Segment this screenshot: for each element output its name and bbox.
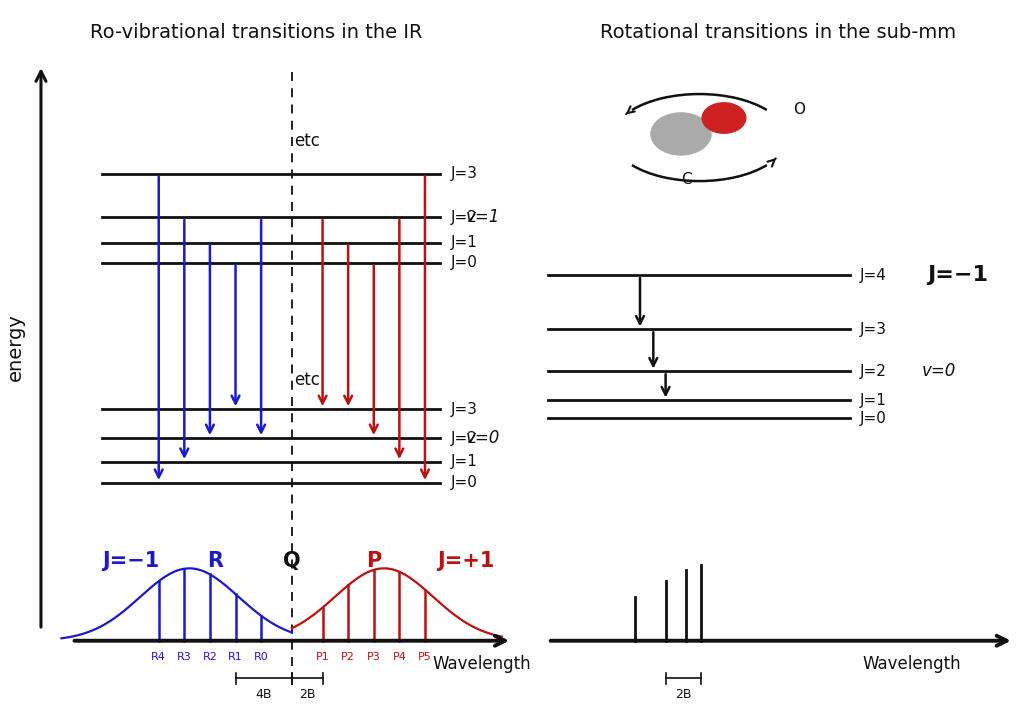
Text: J=1: J=1: [451, 455, 477, 469]
Text: P2: P2: [341, 652, 355, 662]
Text: etc: etc: [294, 371, 321, 389]
Text: energy: energy: [6, 313, 25, 382]
Text: R3: R3: [177, 652, 191, 662]
Text: J=+1: J=+1: [437, 551, 495, 571]
Text: P: P: [367, 551, 381, 571]
Text: R0: R0: [254, 652, 268, 662]
Text: J=3: J=3: [451, 167, 477, 181]
Text: J=3: J=3: [451, 402, 477, 416]
Text: 2B: 2B: [675, 688, 692, 701]
Text: v=0: v=0: [922, 363, 956, 380]
Text: etc: etc: [294, 132, 321, 150]
Text: P5: P5: [418, 652, 432, 662]
Text: R2: R2: [203, 652, 217, 662]
Text: v=1: v=1: [466, 209, 501, 226]
Text: 2B: 2B: [299, 688, 315, 701]
Text: J=−1: J=−1: [102, 551, 160, 571]
Text: P1: P1: [315, 652, 330, 662]
Text: J=2: J=2: [451, 431, 477, 445]
Text: P3: P3: [367, 652, 381, 662]
Text: J=4: J=4: [860, 268, 887, 282]
Text: J=1: J=1: [860, 393, 887, 408]
Text: C: C: [681, 172, 691, 187]
Text: J=0: J=0: [451, 476, 477, 490]
Circle shape: [701, 102, 746, 134]
Text: Q: Q: [283, 551, 301, 571]
Text: J=0: J=0: [451, 256, 477, 270]
Text: J=1: J=1: [451, 235, 477, 250]
Text: J=−1: J=−1: [927, 265, 988, 285]
Text: J=2: J=2: [451, 210, 477, 224]
Text: J=3: J=3: [860, 322, 887, 337]
Text: O: O: [794, 102, 806, 117]
Text: Wavelength: Wavelength: [432, 655, 530, 673]
Text: R1: R1: [228, 652, 243, 662]
Circle shape: [650, 112, 712, 156]
Text: Wavelength: Wavelength: [862, 655, 961, 673]
Text: Rotational transitions in the sub-mm: Rotational transitions in the sub-mm: [600, 23, 956, 42]
Text: R4: R4: [152, 652, 166, 662]
Text: P4: P4: [392, 652, 407, 662]
Text: Ro-vibrational transitions in the IR: Ro-vibrational transitions in the IR: [90, 23, 422, 42]
Text: J=0: J=0: [860, 411, 887, 426]
Text: J=2: J=2: [860, 364, 887, 379]
Text: v=0: v=0: [466, 429, 501, 447]
Text: R: R: [207, 551, 223, 571]
Text: 4B: 4B: [255, 688, 272, 701]
